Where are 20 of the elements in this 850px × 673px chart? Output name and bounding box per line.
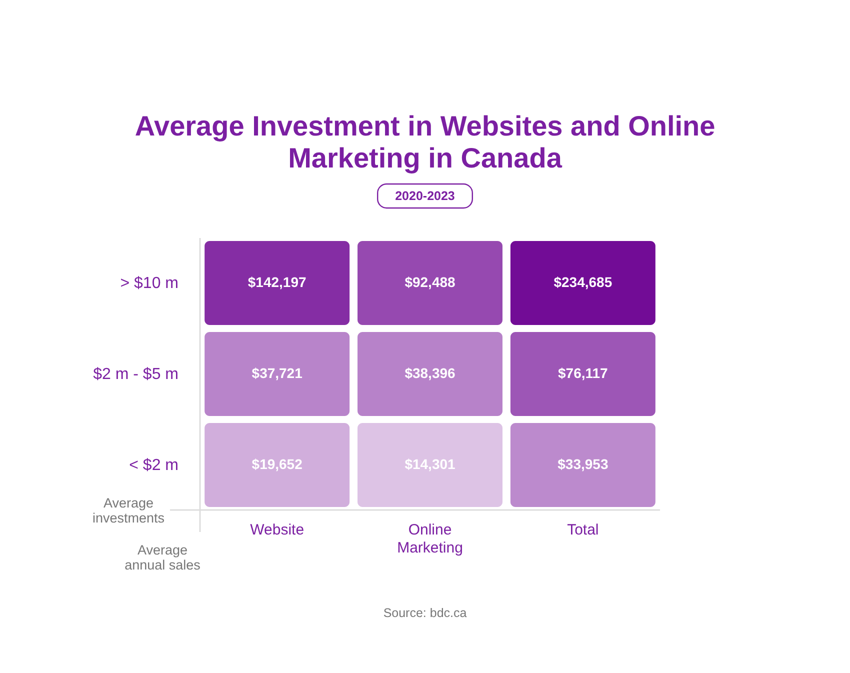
data-label: $92,488 xyxy=(404,274,456,290)
y-axis-title: Average annual sales xyxy=(124,542,201,572)
chart-title: Average Investment in Websites and Online Marketing in Canada xyxy=(134,110,716,174)
y-tick-label: $2 m - $5 m xyxy=(93,366,178,383)
data-label: $19,652 xyxy=(252,456,303,472)
x-tick-label: Total xyxy=(567,522,599,538)
chart-subtitle: 2020-2023 xyxy=(395,189,455,203)
x-tick-label: Online Marketing xyxy=(397,522,463,556)
data-label: $14,301 xyxy=(404,456,456,472)
data-label: $142,197 xyxy=(248,274,306,290)
data-label: $33,953 xyxy=(558,456,608,472)
data-label: $76,117 xyxy=(558,365,608,381)
data-label: $37,721 xyxy=(252,365,303,381)
x-axis-title: Average investments xyxy=(92,496,165,526)
x-tick-label: Website xyxy=(250,522,304,538)
source-note: Source: bdc.ca xyxy=(383,606,467,620)
data-label: $234,685 xyxy=(554,274,612,290)
y-tick-label: < $2 m xyxy=(129,457,178,474)
data-label: $38,396 xyxy=(404,365,456,381)
y-tick-label: > $10 m xyxy=(120,275,178,292)
